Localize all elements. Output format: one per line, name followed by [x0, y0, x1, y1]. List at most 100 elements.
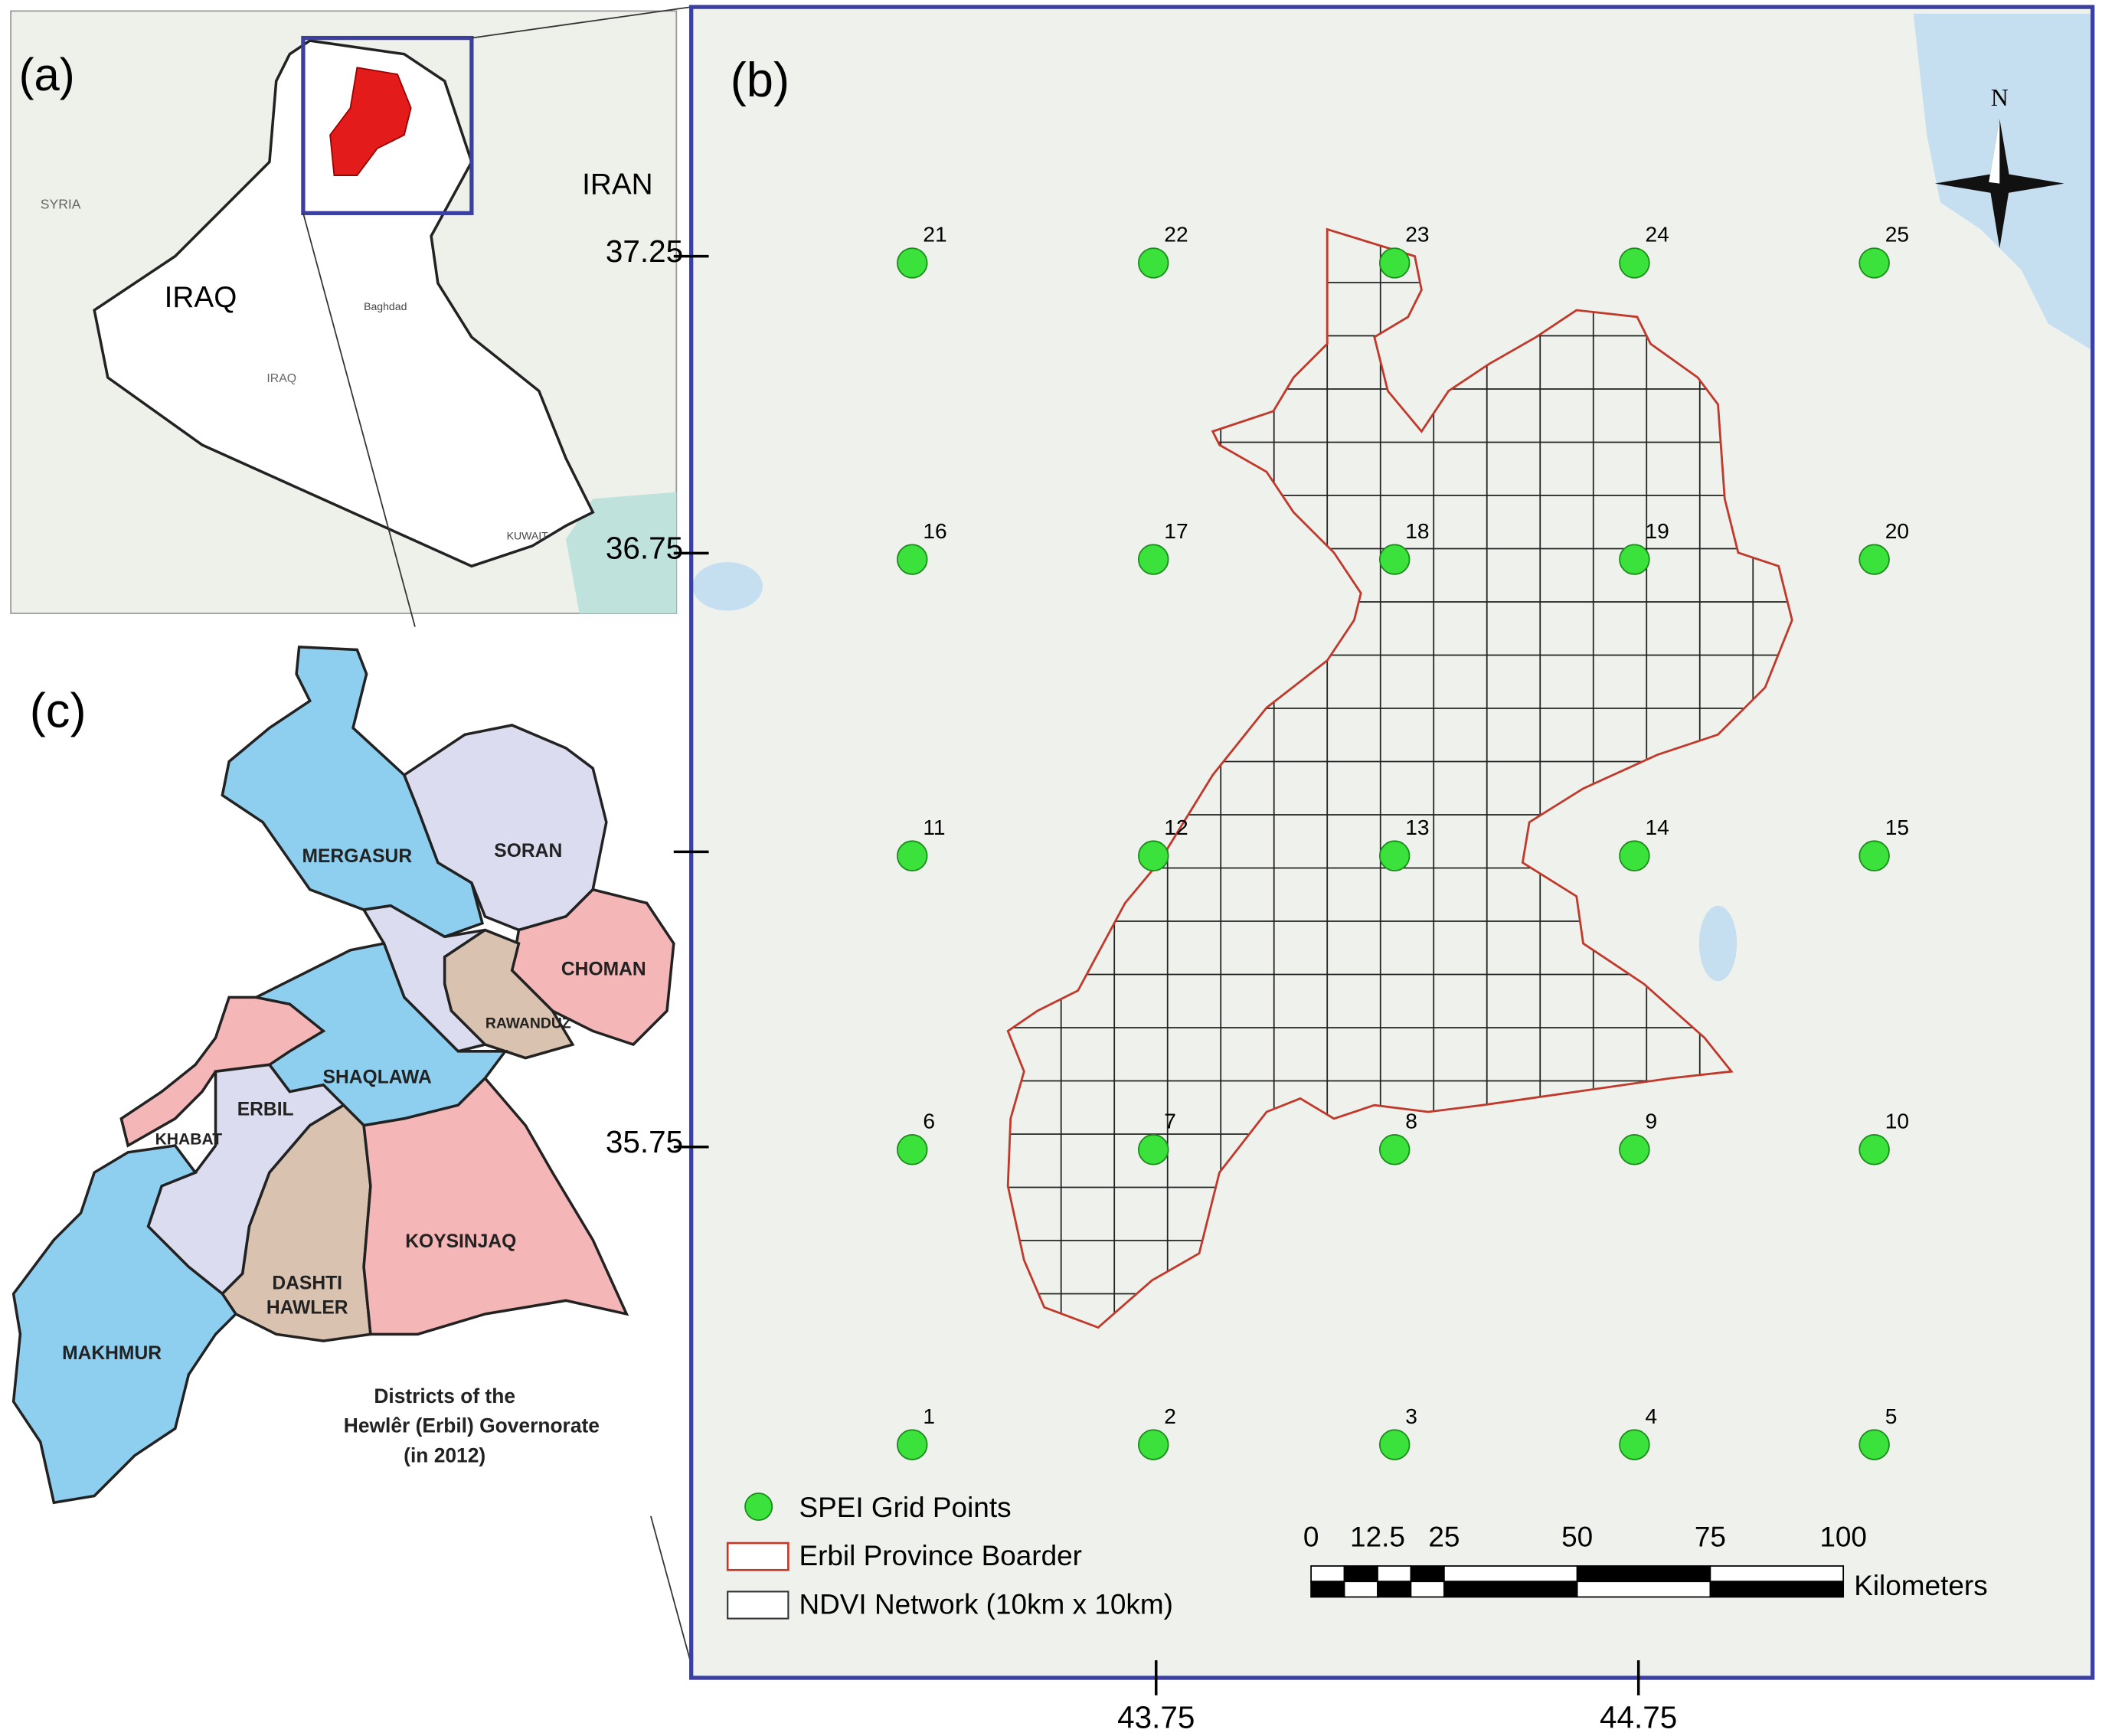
- inset-box: [301, 35, 474, 215]
- connector: [650, 1515, 692, 1665]
- scale-segment: [1410, 1581, 1445, 1598]
- spei-point-label: 11: [923, 816, 945, 839]
- scale-segment: [1576, 1581, 1711, 1598]
- spei-point: [1137, 1134, 1169, 1166]
- spei-point-label: 5: [1885, 1404, 1898, 1428]
- spei-point: [1858, 1429, 1890, 1460]
- scale-segment: [1709, 1565, 1845, 1583]
- spei-point-label: 3: [1405, 1404, 1417, 1428]
- legend: SPEI Grid Points Erbil Province Boarder …: [726, 1492, 1173, 1620]
- arrow-shade: [1989, 119, 2000, 184]
- spei-point: [1858, 247, 1890, 279]
- spei-point-label: 10: [1885, 1110, 1909, 1133]
- spei-point-label: 4: [1645, 1404, 1657, 1428]
- spei-point-label: 1: [923, 1404, 935, 1428]
- scale-tick-label: 75: [1695, 1522, 1726, 1553]
- spei-point: [1378, 247, 1411, 279]
- gulf: [566, 492, 677, 613]
- spei-point: [1858, 544, 1890, 575]
- place-label: IRAN: [582, 168, 652, 201]
- district: [510, 888, 675, 1047]
- panel-label: (a): [19, 49, 75, 100]
- spei-point-label: 21: [923, 223, 946, 247]
- spei-point: [897, 1429, 928, 1460]
- spei-point: [1137, 1429, 1169, 1460]
- scale-tick-label: 50: [1561, 1522, 1593, 1553]
- spei-point-label: 13: [1405, 816, 1429, 839]
- caption-line: Hewlêr (Erbil) Governorate: [344, 1414, 600, 1437]
- lon-tick-label: 43.75: [1117, 1699, 1195, 1734]
- scale-unit: Kilometers: [1854, 1570, 1987, 1601]
- spei-point: [1619, 1429, 1650, 1460]
- spei-point: [897, 544, 928, 575]
- panel-c: (c) MERGASUR SORAN CHOMAN RAWANDUZ SHAQL…: [11, 646, 675, 1505]
- lat-tick-label: 37.25: [606, 234, 683, 269]
- district-label: SORAN: [494, 841, 562, 861]
- lake: [692, 562, 763, 611]
- scale-segment: [1310, 1581, 1345, 1598]
- scale-tick-label: 12.5: [1350, 1522, 1405, 1553]
- scale-tick-label: 100: [1819, 1522, 1867, 1553]
- district: [443, 928, 575, 1060]
- spei-point: [1619, 1134, 1650, 1166]
- lat-tick-label: 36.75: [606, 531, 683, 566]
- spei-point-label: 17: [1164, 519, 1188, 543]
- spei-point: [897, 840, 928, 871]
- spei-point: [1137, 247, 1169, 279]
- panel-label: (b): [731, 54, 789, 107]
- scale-segment: [1576, 1565, 1711, 1583]
- district-label: MAKHMUR: [62, 1343, 162, 1364]
- connectors: [302, 6, 692, 1665]
- scale-segment: [1377, 1581, 1412, 1598]
- scale-segment: [1377, 1565, 1412, 1583]
- place-label: KUWAIT: [507, 529, 549, 541]
- spei-point-label: 8: [1405, 1110, 1417, 1133]
- spei-point: [1137, 544, 1169, 575]
- spei-point-label: 7: [1164, 1110, 1176, 1133]
- iraq-outline: [93, 39, 595, 568]
- spei-point: [1378, 840, 1411, 871]
- district-label: KHABAT: [155, 1131, 223, 1149]
- scale-bar: Kilometers 0 12.5 25 50 75 100: [1303, 1522, 1988, 1601]
- scale-segment: [1443, 1581, 1578, 1598]
- spei-point-label: 19: [1645, 519, 1669, 543]
- caption-line: Districts of the: [374, 1385, 515, 1407]
- place-label: Baghdad: [364, 300, 407, 312]
- connector: [302, 213, 416, 627]
- panel-a: (a) SYRIA IRAQ IRAN IRAQ Baghdad KUWAIT: [10, 10, 678, 614]
- spei-point-label: 23: [1405, 223, 1429, 247]
- spei-point-label: 22: [1164, 223, 1188, 247]
- legend-border: [726, 1541, 789, 1571]
- spei-point: [897, 1134, 928, 1166]
- erbil-highlight: [329, 67, 412, 176]
- spei-point: [1137, 840, 1169, 871]
- place-label: SYRIA: [41, 196, 81, 211]
- spei-point-label: 15: [1885, 816, 1909, 839]
- district-label: HAWLER: [266, 1297, 348, 1318]
- place-label: IRAQ: [266, 372, 296, 385]
- spei-point: [1619, 247, 1650, 279]
- spei-point: [1619, 544, 1650, 575]
- spei-point: [1619, 840, 1650, 871]
- spei-point-label: 24: [1645, 223, 1669, 247]
- district-label: RAWANDUZ: [485, 1015, 571, 1032]
- spei-point: [1378, 1429, 1411, 1460]
- legend-text: Erbil Province Boarder: [799, 1540, 1082, 1571]
- panel-label: (c): [30, 685, 87, 738]
- district: [11, 1144, 238, 1505]
- north-label: N: [1991, 84, 2009, 111]
- connector: [471, 6, 691, 39]
- spei-point: [1858, 840, 1890, 871]
- spei-point-label: 14: [1645, 816, 1669, 839]
- legend-point: [744, 1492, 773, 1522]
- district: [362, 1076, 629, 1336]
- lon-tick-label: 44.75: [1600, 1699, 1677, 1734]
- spei-point-label: 25: [1885, 223, 1909, 247]
- district-label: DASHTI: [272, 1273, 342, 1294]
- spei-point: [1378, 544, 1411, 575]
- district: [119, 996, 326, 1148]
- spei-point-label: 20: [1885, 519, 1909, 543]
- spei-point-label: 18: [1405, 519, 1429, 543]
- spei-point: [897, 247, 928, 279]
